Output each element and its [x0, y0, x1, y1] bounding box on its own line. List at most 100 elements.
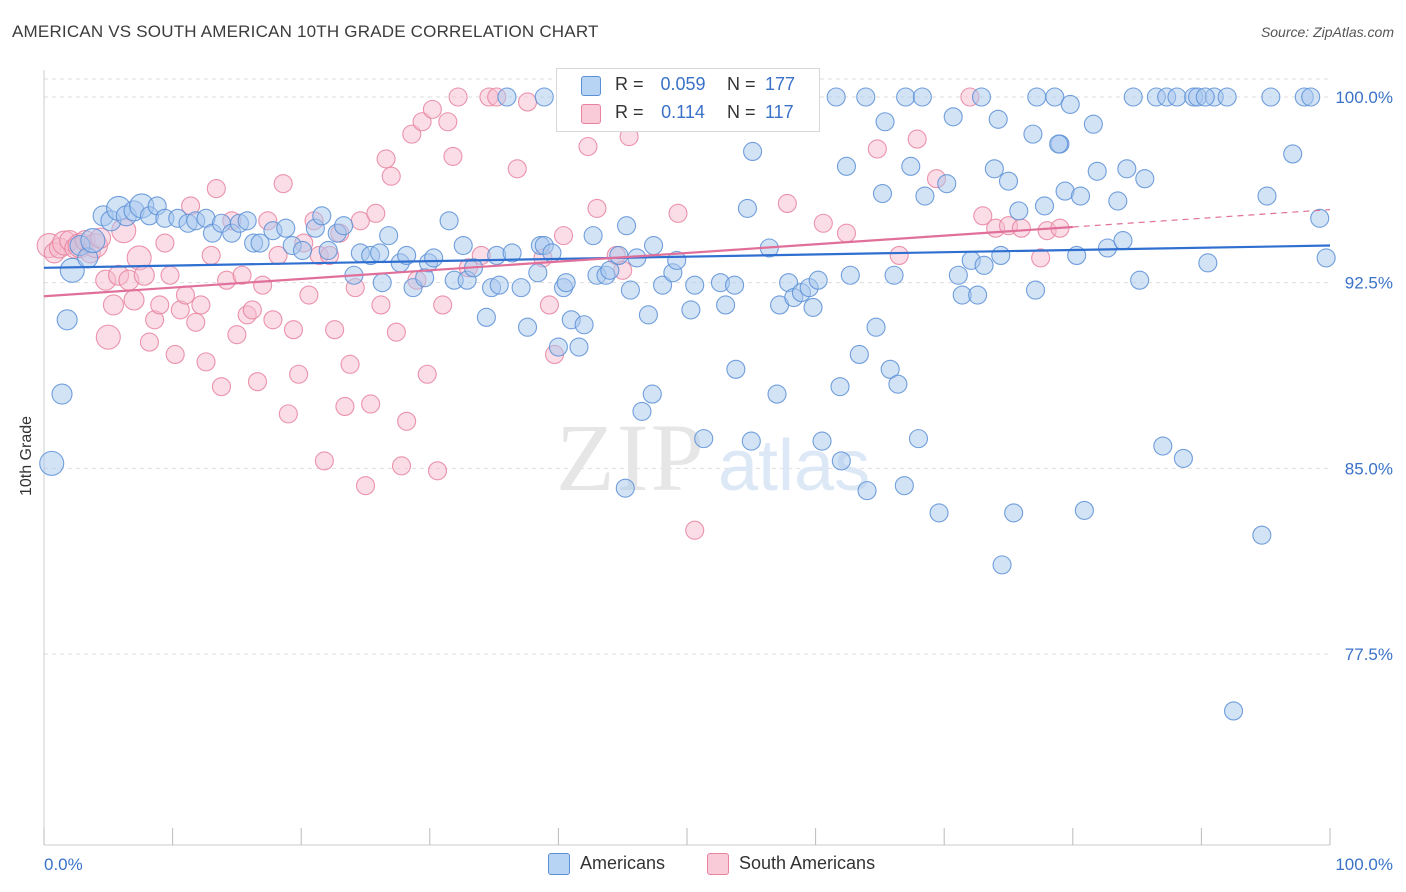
- american-point: [583, 226, 603, 246]
- south-american-point: [242, 300, 262, 320]
- american-point: [929, 503, 949, 523]
- american-point: [1074, 500, 1094, 520]
- american-point: [1108, 191, 1128, 211]
- south-american-point: [95, 324, 121, 350]
- american-point: [875, 112, 895, 132]
- south-american-point: [422, 99, 442, 119]
- south-american-point: [102, 294, 124, 316]
- american-point: [1027, 87, 1047, 107]
- south-american-point: [427, 461, 448, 481]
- south-american-point: [160, 265, 180, 285]
- american-point: [1097, 238, 1118, 258]
- series-legend: Americans South Americans: [0, 852, 1406, 878]
- american-point: [968, 285, 988, 305]
- american-point: [548, 337, 568, 357]
- american-point: [948, 265, 968, 285]
- american-point: [1049, 134, 1069, 154]
- south-american-point: [340, 354, 360, 374]
- south-american-point: [232, 265, 252, 285]
- american-point: [694, 429, 714, 449]
- american-point: [334, 216, 354, 236]
- r-label: R =: [615, 102, 644, 122]
- american-point: [517, 317, 538, 337]
- stats-row-americans: R = 0.059 N = 177: [557, 71, 819, 99]
- south-american-point: [376, 149, 396, 169]
- south-american-point: [299, 285, 319, 305]
- american-point: [685, 275, 705, 295]
- american-point: [901, 156, 921, 176]
- south-american-point: [175, 285, 196, 305]
- south-american-point: [133, 264, 155, 286]
- american-point: [943, 107, 963, 127]
- south-american-point: [227, 325, 247, 345]
- x-tick-label: 0.0%: [44, 855, 83, 874]
- south-american-point: [587, 198, 607, 218]
- american-point: [998, 171, 1019, 191]
- american-point: [1301, 87, 1321, 107]
- american-point: [836, 156, 857, 176]
- south-american-point: [263, 310, 283, 330]
- american-point: [737, 198, 757, 218]
- american-point: [1130, 270, 1150, 290]
- american-point: [574, 315, 594, 335]
- south-americans-trend-extension: [1072, 209, 1331, 228]
- american-point: [644, 235, 664, 256]
- south-american-point: [381, 166, 401, 186]
- american-point: [681, 300, 701, 320]
- american-point: [653, 275, 673, 295]
- watermark: ZIP atlas: [556, 404, 870, 511]
- american-point: [803, 297, 823, 317]
- south-american-point: [553, 226, 574, 246]
- american-point: [609, 245, 629, 265]
- south-american-point: [867, 139, 887, 159]
- trend-lines: [43, 209, 1331, 298]
- american-point: [56, 309, 78, 331]
- american-point: [1283, 144, 1303, 164]
- chart-title: AMERICAN VS SOUTH AMERICAN 10TH GRADE CO…: [12, 22, 599, 41]
- american-point: [984, 159, 1004, 179]
- american-point: [379, 226, 399, 246]
- american-point: [59, 257, 85, 283]
- n-label: N =: [727, 102, 756, 122]
- american-point: [1195, 87, 1215, 107]
- american-point: [888, 374, 908, 394]
- american-point: [80, 228, 106, 254]
- american-point: [620, 280, 640, 300]
- y-tick-label: 77.5%: [1345, 645, 1393, 664]
- american-point: [812, 431, 832, 451]
- american-point: [1261, 87, 1281, 107]
- american-point: [556, 273, 576, 293]
- american-point: [991, 245, 1011, 265]
- r-label: R =: [615, 74, 644, 94]
- south-american-point: [371, 295, 391, 315]
- south-american-point: [397, 411, 417, 431]
- south-american-point: [211, 377, 232, 397]
- american-point: [1025, 280, 1046, 300]
- american-point: [1217, 87, 1237, 107]
- americans-legend-swatch: [548, 853, 570, 875]
- american-point: [502, 243, 522, 263]
- american-point: [725, 275, 745, 295]
- american-point: [857, 481, 877, 501]
- south-american-point: [417, 364, 437, 384]
- south-american-point: [186, 312, 206, 332]
- american-point: [569, 337, 589, 357]
- south-american-point: [907, 129, 927, 149]
- south-american-point: [443, 146, 463, 166]
- american-point: [974, 255, 994, 275]
- american-point: [642, 384, 662, 404]
- american-point: [600, 260, 620, 280]
- south-americans-legend-swatch: [707, 853, 729, 875]
- american-point: [937, 174, 957, 194]
- r-value: 0.114: [661, 102, 705, 122]
- american-point: [767, 384, 787, 404]
- american-point: [992, 555, 1012, 575]
- american-point: [1167, 87, 1187, 107]
- american-point: [1004, 503, 1024, 523]
- american-point: [453, 235, 473, 256]
- american-point: [915, 186, 935, 206]
- american-point: [439, 211, 459, 231]
- south-american-point: [433, 295, 453, 315]
- american-point: [632, 401, 652, 421]
- south-american-point: [402, 124, 422, 144]
